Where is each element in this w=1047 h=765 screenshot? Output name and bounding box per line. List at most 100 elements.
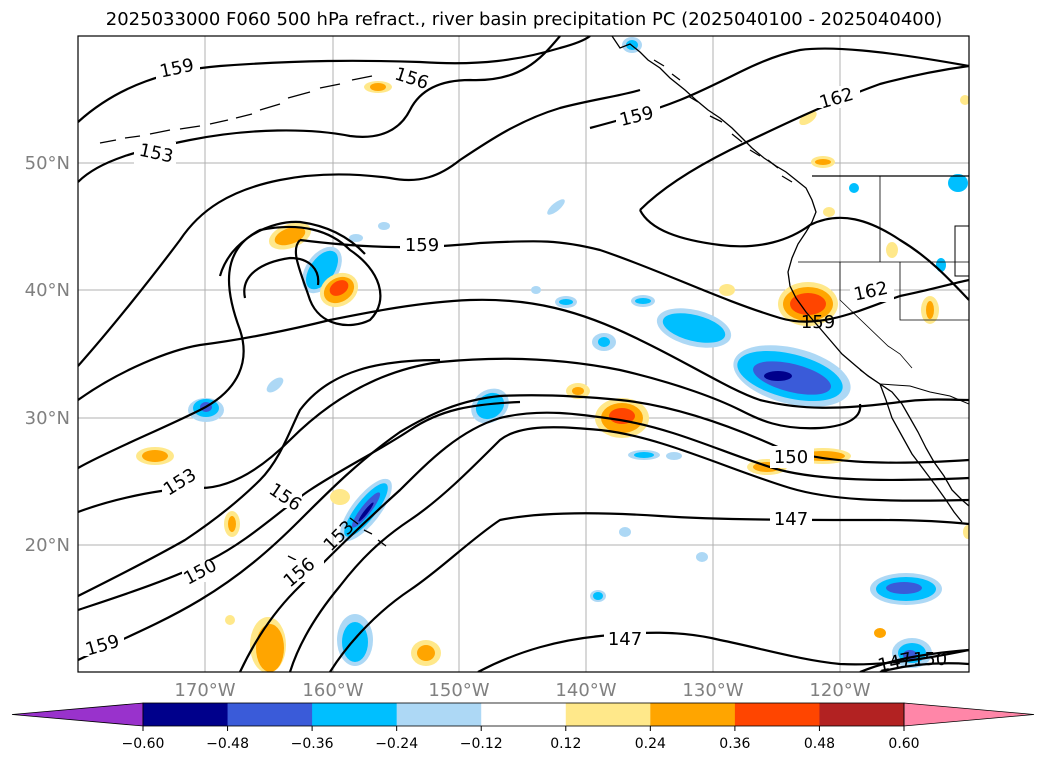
contour-153	[78, 88, 641, 367]
contour-label-bg	[850, 280, 894, 302]
contour-label: 147	[608, 629, 642, 650]
colorbar-extend-low	[11, 702, 144, 727]
state-borders	[798, 176, 969, 369]
lon-axis-labels: 170°W 160°W 150°W 140°W 130°W 120°W	[174, 680, 870, 701]
precip-positive	[274, 226, 306, 246]
colorbar-box	[312, 703, 398, 726]
precip-negative	[886, 582, 922, 594]
precip-negative	[266, 377, 284, 393]
contour-label-bg	[604, 628, 646, 650]
colorbar-box	[143, 703, 229, 726]
lon-label: 130°W	[682, 680, 743, 701]
precip-negative	[378, 222, 390, 230]
colorbar-box	[481, 703, 567, 726]
colorbar-box	[565, 703, 651, 726]
contour-150-c	[288, 426, 969, 672]
colorbar-boxes	[11, 702, 1035, 727]
contour-147-se	[859, 648, 969, 672]
colorbar-tick-label: 0.24	[635, 736, 666, 752]
colorbar-box	[396, 703, 482, 726]
colorbar-extend-high	[903, 702, 1035, 727]
precip-negative	[753, 361, 831, 395]
precip-positive	[256, 624, 284, 672]
contour-loop-b	[243, 256, 320, 299]
contour-label-bg	[400, 234, 444, 256]
map-background	[78, 36, 969, 672]
lon-label: 150°W	[428, 680, 489, 701]
contour-loop-a	[218, 220, 366, 277]
aleutian-islands	[99, 75, 373, 144]
contour-label-bg	[182, 560, 224, 582]
contour-label-bg	[392, 66, 428, 88]
precip-negative	[662, 313, 726, 343]
precip-positive	[960, 95, 969, 105]
contour-156-central	[78, 298, 969, 409]
contour-159-central	[299, 238, 969, 323]
contour-150-west	[78, 400, 521, 612]
precip-negative	[349, 234, 363, 242]
contour-lines	[78, 36, 969, 672]
precip-positive	[886, 242, 898, 258]
precip-negative	[634, 452, 654, 458]
precip-positive	[225, 615, 235, 625]
lon-label: 170°W	[174, 680, 235, 701]
colorbar-tick-label: 0.48	[804, 736, 835, 752]
precip-positive	[963, 525, 969, 539]
precip-positive	[417, 645, 435, 661]
precip-positive	[799, 110, 817, 126]
contour-label: 150	[774, 447, 808, 468]
contour-label-bg	[134, 142, 176, 164]
precip-negative	[764, 371, 792, 381]
precip-negative	[559, 299, 573, 305]
precip-positive	[572, 387, 584, 395]
contour-153-west	[78, 358, 441, 597]
colorbar-tick-label: −0.36	[291, 736, 334, 752]
precip-positive	[370, 83, 386, 91]
contour-label-bg	[162, 470, 204, 492]
map-frame	[77, 35, 970, 673]
colorbar-box	[650, 703, 736, 726]
colorbar-tick-label: −0.24	[375, 736, 418, 752]
contour-label-bg	[770, 508, 812, 530]
contour-label-bg	[816, 86, 860, 108]
contour-label-bg	[770, 446, 814, 468]
colorbar: −0.60 −0.48 −0.36 −0.24 −0.12 0.12 0.24 0.36 0.4…	[11, 702, 1035, 752]
colorbar-tick-label: 0.60	[888, 736, 919, 752]
contour-162	[639, 209, 969, 301]
map-panel: 159 156 153 159 162 159 162 159 150 153	[77, 35, 970, 677]
contour-147	[329, 512, 969, 672]
precip-positive	[719, 284, 735, 296]
contour-label-bg	[156, 57, 200, 79]
contour-153-central	[78, 357, 862, 514]
colorbar-ticks: −0.60 −0.48 −0.36 −0.24 −0.12 0.12 0.24 0.36 0.4…	[122, 726, 920, 752]
colorbar-outline	[142, 702, 905, 727]
colorbar-tick-label: −0.48	[206, 736, 249, 752]
lat-label: 30°N	[25, 408, 70, 429]
precip-negative	[666, 452, 682, 460]
us-mexico-border	[859, 369, 969, 405]
contour-150-b	[239, 411, 969, 672]
colorbar-tick-label: 0.36	[719, 736, 750, 752]
colorbar-box	[227, 703, 313, 726]
colorbar-tick-label: −0.60	[122, 736, 165, 752]
lake-outline	[954, 225, 969, 277]
precip-negative	[593, 592, 603, 600]
precip-negative	[936, 258, 946, 272]
precip-negative	[619, 527, 631, 537]
precip-negative	[948, 174, 968, 192]
lon-label: 120°W	[809, 680, 870, 701]
precip-negative	[306, 250, 338, 290]
contour-label: 159	[405, 235, 439, 256]
coastal-islands	[653, 59, 793, 183]
precip-positive	[228, 516, 236, 532]
precip-positive	[874, 628, 886, 638]
precip-positive	[142, 450, 168, 462]
contour-150-se	[879, 662, 969, 672]
contour-label-bg	[282, 560, 324, 582]
contour-label-bg	[616, 104, 660, 126]
contour-162-ne	[639, 64, 969, 211]
precip-negative	[598, 337, 610, 347]
precip-positive	[815, 159, 831, 165]
contour-label: 147	[876, 649, 914, 677]
